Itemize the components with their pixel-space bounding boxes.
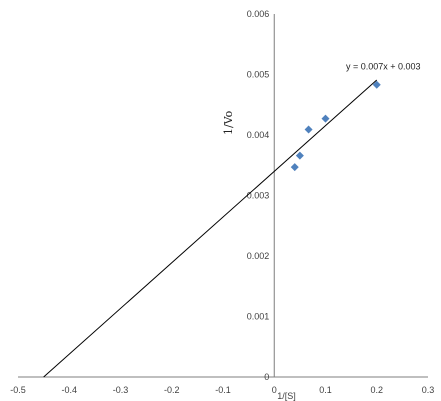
x-tick-label: -0.1 (215, 385, 231, 395)
y-tick-label: 0.001 (247, 312, 270, 322)
data-points (290, 80, 381, 172)
y-tick-label: 0.006 (247, 9, 270, 19)
y-tick-label: 0.002 (247, 251, 270, 261)
y-ticks: 0 0.001 0.002 0.003 0.004 0.005 0.006 (247, 9, 270, 382)
trendline (43, 79, 378, 378)
data-point (372, 80, 381, 89)
x-tick-label: 0.2 (370, 385, 383, 395)
x-axis-title: 1/[S] (277, 391, 296, 401)
x-tick-label: -0.2 (164, 385, 180, 395)
y-tick-label: 0 (264, 372, 269, 382)
data-point (321, 114, 330, 123)
y-tick-label: 0.003 (247, 191, 270, 201)
x-tick-label: 0 (272, 385, 277, 395)
data-point (304, 125, 313, 134)
x-tick-label: 0.3 (422, 385, 435, 395)
trendline-equation: y = 0.007x + 0.003 (346, 61, 421, 71)
x-tick-label: -0.5 (10, 385, 26, 395)
axes (18, 14, 428, 378)
x-tick-label: -0.3 (113, 385, 129, 395)
y-tick-label: 0.005 (247, 70, 270, 80)
y-axis-title: 1/Vo (222, 110, 235, 135)
data-point (295, 151, 304, 160)
x-tick-label: 0.1 (319, 385, 332, 395)
y-tick-label: 0.004 (247, 130, 270, 140)
x-ticks: -0.5 -0.4 -0.3 -0.2 -0.1 0 0.1 0.2 0.3 (10, 385, 434, 395)
x-tick-label: -0.4 (61, 385, 77, 395)
data-point (290, 163, 299, 172)
